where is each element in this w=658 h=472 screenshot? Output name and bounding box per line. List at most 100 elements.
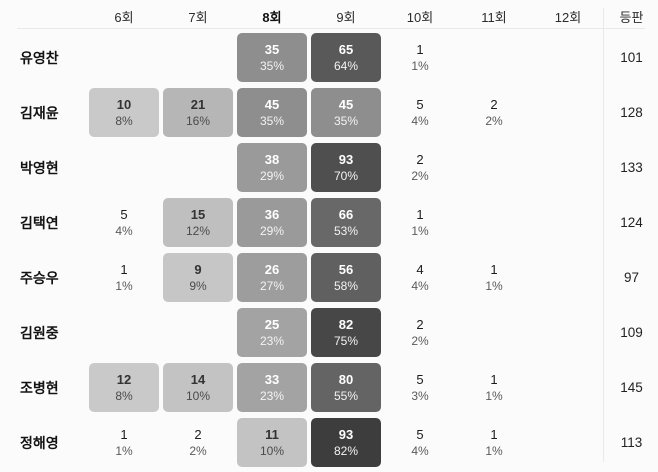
cell-percent: 29% (259, 224, 285, 238)
inning-cell-unshaded: 5 3% (385, 363, 455, 412)
inning-cell-unshaded: 2 2% (163, 418, 233, 467)
cell-count: 15 (190, 207, 206, 222)
inning-cell: 33 23% (237, 363, 307, 412)
cell-count: 12 (116, 372, 132, 387)
inning-cell: 66 53% (311, 198, 381, 247)
cell-count: 25 (264, 317, 280, 332)
inning-column-11: 1 1% (457, 363, 531, 412)
cell-percent: 58% (333, 279, 359, 293)
cell-percent: 82% (333, 444, 359, 458)
inning-cell-unshaded: 1 1% (385, 198, 455, 247)
inning-cell-unshaded: 5 4% (385, 88, 455, 137)
cell-percent: 4% (411, 279, 429, 293)
inning-column-9: 80 55% (309, 363, 383, 412)
inning-cell-unshaded: 1 1% (459, 363, 529, 412)
cell-percent: 10% (185, 389, 211, 403)
inning-cell-unshaded: 5 4% (89, 198, 159, 247)
cell-count: 35 (264, 42, 280, 57)
pitcher-name-label: 박영현 (20, 159, 59, 176)
appearances-cell: 128 (605, 104, 658, 122)
inning-column-6: 5 4% (87, 198, 161, 247)
inning-column-8: 36 29% (235, 198, 309, 247)
inning-column-9: 66 53% (309, 198, 383, 247)
inning-column-10: 5 4% (383, 88, 457, 137)
table-row: 김택연 5 4% 15 12% 36 29% 66 53% 1 1% 124 (0, 195, 658, 250)
inning-column-9: 93 82% (309, 418, 383, 467)
cell-percent: 35% (333, 114, 359, 128)
header-column-12: 12회 (531, 7, 605, 26)
cell-percent: 35% (259, 114, 285, 128)
cell-percent: 1% (485, 279, 503, 293)
inning-cell-unshaded: 2 2% (459, 88, 529, 137)
inning-cell: 38 29% (237, 143, 307, 192)
header-column-6: 6회 (87, 7, 161, 26)
inning-column-9: 45 35% (309, 88, 383, 137)
inning-cell: 11 10% (237, 418, 307, 467)
inning-cell-unshaded: 1 1% (459, 253, 529, 302)
column-header-label-12: 12회 (554, 10, 582, 25)
inning-cell-unshaded: 1 1% (89, 418, 159, 467)
cell-percent: 75% (333, 334, 359, 348)
row-label-cell: 김원중 (0, 323, 87, 343)
cell-count: 5 (416, 427, 424, 442)
inning-cell: 65 64% (311, 33, 381, 82)
appearances-value: 145 (620, 379, 643, 395)
inning-cell: 45 35% (311, 88, 381, 137)
pitcher-name-label: 김원중 (20, 324, 59, 341)
header-column-appearances: 등판 (605, 7, 658, 27)
inning-column-7: 21 16% (161, 88, 235, 137)
pitcher-name-label: 유영찬 (20, 49, 59, 66)
pitcher-name-label: 주승우 (20, 269, 59, 286)
cell-percent: 3% (411, 389, 429, 403)
inning-cell: 10 8% (89, 88, 159, 137)
cell-percent: 16% (185, 114, 211, 128)
inning-cell: 80 55% (311, 363, 381, 412)
appearances-value: 113 (620, 434, 643, 450)
cell-percent: 29% (259, 169, 285, 183)
inning-cell: 45 35% (237, 88, 307, 137)
inning-column-9: 56 58% (309, 253, 383, 302)
header-row: 6회 7회 8회 9회 10회 11회 12회 등판 (0, 0, 658, 30)
cell-percent: 23% (259, 334, 285, 348)
cell-count: 10 (116, 97, 132, 112)
cell-percent: 12% (185, 224, 211, 238)
inning-cell-unshaded: 4 4% (385, 253, 455, 302)
cell-count: 45 (264, 97, 280, 112)
appearances-value: 101 (620, 49, 643, 65)
appearances-cell: 113 (605, 434, 658, 452)
cell-count: 9 (194, 262, 202, 277)
cell-percent: 53% (333, 224, 359, 238)
inning-cell-unshaded: 1 1% (89, 253, 159, 302)
cell-percent: 55% (333, 389, 359, 403)
appearances-cell: 145 (605, 379, 658, 397)
cell-count: 4 (416, 262, 424, 277)
inning-column-7: 9 9% (161, 253, 235, 302)
inning-cell-unshaded: 2 2% (385, 308, 455, 357)
column-header-label-6: 6회 (114, 10, 134, 25)
cell-count: 2 (416, 317, 424, 332)
inning-column-9: 93 70% (309, 143, 383, 192)
header-column-8: 8회 (235, 7, 309, 26)
cell-count: 93 (338, 152, 354, 167)
column-header-label-10: 10회 (406, 10, 434, 25)
row-label-cell: 정해영 (0, 433, 87, 453)
cell-percent: 1% (485, 444, 503, 458)
cell-count: 1 (490, 372, 498, 387)
cell-percent: 35% (259, 59, 285, 73)
table-row: 조병현 12 8% 14 10% 33 23% 80 55% 5 3% 1 1% 145 (0, 360, 658, 415)
pitcher-name-label: 정해영 (20, 434, 59, 451)
row-label-cell: 박영현 (0, 158, 87, 178)
pitcher-name-label: 김택연 (20, 214, 59, 231)
cell-count: 2 (490, 97, 498, 112)
pitcher-name-label: 조병현 (20, 379, 59, 396)
inning-cell: 93 70% (311, 143, 381, 192)
cell-count: 66 (338, 207, 354, 222)
inning-column-6: 12 8% (87, 363, 161, 412)
cell-count: 56 (338, 262, 354, 277)
cell-count: 5 (120, 207, 128, 222)
inning-column-11: 2 2% (457, 88, 531, 137)
cell-count: 82 (338, 317, 354, 332)
appearances-cell: 109 (605, 324, 658, 342)
cell-count: 38 (264, 152, 280, 167)
